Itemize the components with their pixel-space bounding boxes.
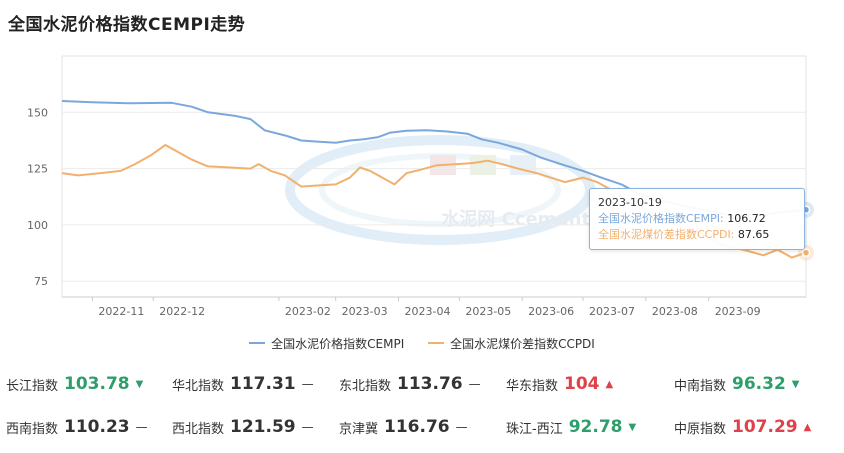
tooltip-row-ccpdi: 全国水泥煤价差指数CCPDI: 87.65 bbox=[598, 228, 770, 241]
stat-value: 92.78 bbox=[568, 417, 623, 437]
stat-value: 121.59 bbox=[230, 417, 296, 437]
x-tick-label: 2023-07 bbox=[589, 305, 635, 318]
stat-xibei[interactable]: 西北指数 121.59 — bbox=[172, 417, 314, 437]
tooltip-label-ccpdi: 全国水泥煤价差指数CCPDI bbox=[598, 228, 731, 241]
y-tick-label: 150 bbox=[27, 106, 48, 119]
trend-flat-icon: — bbox=[301, 420, 314, 434]
stat-name: 长江指数 bbox=[6, 378, 59, 394]
stat-huadong[interactable]: 华东指数 104 ▲ bbox=[506, 374, 613, 394]
chart-tooltip: 2023-10-19 全国水泥价格指数CEMPI: 106.72 全国水泥煤价差… bbox=[589, 188, 805, 250]
tooltip-value-ccpdi: 87.65 bbox=[737, 228, 770, 241]
stat-jingjinji[interactable]: 京津冀 116.76 — bbox=[339, 417, 468, 437]
trend-up-icon: ▲ bbox=[803, 421, 812, 433]
stat-value: 104 bbox=[564, 374, 600, 394]
hover-point[interactable] bbox=[801, 248, 811, 257]
stat-value: 110.23 bbox=[64, 417, 130, 437]
legend-swatch-ccpdi bbox=[428, 342, 445, 344]
legend-swatch-cempi bbox=[249, 342, 266, 344]
stat-name: 京津冀 bbox=[339, 421, 379, 437]
tooltip-label-cempi: 全国水泥价格指数CEMPI bbox=[598, 212, 720, 225]
y-tick-label: 75 bbox=[34, 275, 48, 288]
stat-value: 107.29 bbox=[732, 417, 798, 437]
x-tick-label: 2023-02 bbox=[285, 305, 331, 318]
legend-label-cempi: 全国水泥价格指数CEMPI bbox=[271, 336, 405, 351]
x-tick-label: 2023-03 bbox=[342, 305, 388, 318]
stat-name: 中原指数 bbox=[674, 421, 727, 437]
stat-name: 中南指数 bbox=[674, 378, 727, 394]
stat-value: 103.78 bbox=[64, 374, 130, 394]
x-tick-label: 2022-12 bbox=[159, 305, 205, 318]
stat-value: 96.32 bbox=[732, 374, 786, 394]
stat-name: 珠江-西江 bbox=[506, 421, 563, 437]
trend-flat-icon: — bbox=[135, 420, 148, 434]
stat-name: 西北指数 bbox=[172, 421, 225, 437]
stat-xinan[interactable]: 西南指数 110.23 — bbox=[6, 417, 148, 437]
trend-flat-icon: — bbox=[301, 377, 314, 391]
stat-name: 华北指数 bbox=[172, 378, 225, 394]
stat-name: 东北指数 bbox=[339, 378, 392, 394]
y-tick-label: 125 bbox=[27, 163, 48, 176]
trend-down-icon: ▼ bbox=[628, 421, 637, 433]
stat-zhujiang-xijiang[interactable]: 珠江-西江 92.78 ▼ bbox=[506, 417, 636, 437]
stat-zhongyuan[interactable]: 中原指数 107.29 ▲ bbox=[674, 417, 811, 437]
tooltip-value-cempi: 106.72 bbox=[727, 212, 766, 225]
x-tick-label: 2023-05 bbox=[465, 305, 511, 318]
legend-label-ccpdi: 全国水泥煤价差指数CCPDI bbox=[450, 336, 595, 351]
stat-dongbei[interactable]: 东北指数 113.76 — bbox=[339, 374, 481, 394]
trend-down-icon: ▼ bbox=[135, 378, 144, 390]
x-tick-label: 2023-04 bbox=[405, 305, 451, 318]
stat-value: 116.76 bbox=[384, 417, 450, 437]
tooltip-row-cempi: 全国水泥价格指数CEMPI: 106.72 bbox=[598, 212, 766, 225]
stat-value: 117.31 bbox=[230, 374, 296, 394]
chart-legend: 全国水泥价格指数CEMPI 全国水泥煤价差指数CCPDI bbox=[0, 333, 844, 352]
stat-zhongnan[interactable]: 中南指数 96.32 ▼ bbox=[674, 374, 800, 394]
tooltip-date: 2023-10-19 bbox=[598, 196, 662, 209]
page-title: 全国水泥价格指数CEMPI走势 bbox=[8, 15, 246, 35]
trend-flat-icon: — bbox=[468, 377, 481, 391]
plot-frame bbox=[61, 55, 807, 298]
trend-flat-icon: — bbox=[455, 420, 468, 434]
stat-value: 113.76 bbox=[397, 374, 463, 394]
y-tick-label: 100 bbox=[27, 219, 48, 232]
x-tick-label: 2022-11 bbox=[98, 305, 144, 318]
stat-name: 华东指数 bbox=[506, 378, 559, 394]
legend-item-ccpdi[interactable]: 全国水泥煤价差指数CCPDI bbox=[428, 335, 595, 352]
trend-up-icon: ▲ bbox=[605, 378, 614, 390]
stat-name: 西南指数 bbox=[6, 421, 59, 437]
stat-changjiang[interactable]: 长江指数 103.78 ▼ bbox=[6, 374, 143, 394]
x-tick-label: 2023-06 bbox=[528, 305, 574, 318]
x-tick-label: 2023-08 bbox=[652, 305, 698, 318]
legend-item-cempi[interactable]: 全国水泥价格指数CEMPI bbox=[249, 335, 404, 352]
trend-down-icon: ▼ bbox=[791, 378, 800, 390]
stat-huabei[interactable]: 华北指数 117.31 — bbox=[172, 374, 314, 394]
x-tick-label: 2023-09 bbox=[715, 305, 761, 318]
